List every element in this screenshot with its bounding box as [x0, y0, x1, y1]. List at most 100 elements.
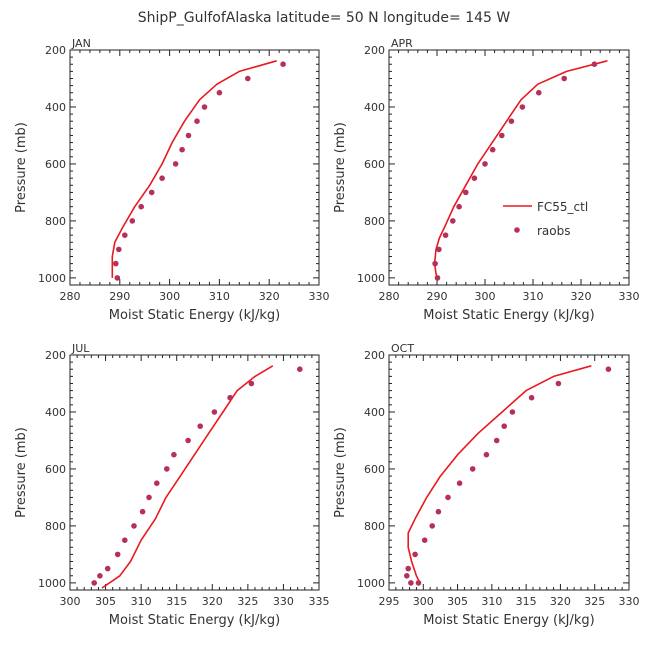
raob-point: [116, 246, 122, 253]
raob-point: [216, 89, 223, 96]
raob-point: [591, 61, 598, 67]
raob-point: [129, 218, 136, 224]
raob-point: [450, 218, 456, 224]
x-tick-label: 330: [273, 595, 294, 608]
panel-label: JUL: [71, 342, 90, 355]
raob-point: [483, 451, 490, 458]
raob-point: [432, 260, 438, 267]
raob-point: [482, 161, 488, 167]
raob-point: [91, 580, 97, 586]
raob-point: [172, 161, 179, 167]
y-axis-label: Pressure (mb): [14, 427, 29, 518]
y-tick-label: 400: [364, 406, 385, 419]
x-tick-label: 295: [379, 595, 400, 608]
y-axis-label: Pressure (mb): [333, 427, 348, 518]
x-tick-label: 330: [309, 290, 330, 303]
raob-point: [519, 104, 526, 110]
raob-point: [415, 580, 422, 586]
raob-point: [442, 232, 449, 238]
raob-point: [171, 451, 177, 458]
x-tick-label: 290: [427, 290, 448, 303]
x-tick-label: 325: [237, 595, 258, 608]
raob-point: [131, 523, 137, 529]
raob-point: [201, 104, 208, 110]
raob-point: [456, 480, 463, 487]
raob-point: [146, 494, 152, 501]
y-tick-label: 200: [364, 349, 385, 362]
raob-point: [456, 203, 462, 210]
panel-label: JAN: [71, 37, 91, 50]
legend-model-label: FC55_ctl: [537, 200, 588, 214]
x-tick-label: 305: [95, 595, 116, 608]
raob-point: [421, 537, 428, 543]
y-tick-label: 600: [45, 158, 66, 171]
panel-label: OCT: [391, 342, 414, 355]
raob-point: [211, 409, 218, 415]
raob-point: [122, 537, 128, 543]
panel-oct: 295 300 305 310 315 320 325 330 200 400 600 800 1000…: [333, 342, 640, 628]
x-tick-label: 320: [550, 595, 571, 608]
y-tick-label: 800: [45, 215, 66, 228]
x-tick-label: 280: [379, 290, 400, 303]
x-tick-label: 310: [209, 290, 230, 303]
raob-point: [114, 275, 121, 281]
raob-point: [405, 565, 412, 572]
raob-point: [463, 189, 469, 196]
raob-point: [104, 565, 111, 572]
x-tick-label: 300: [475, 290, 496, 303]
y-tick-label: 600: [45, 463, 66, 476]
panel-label: APR: [391, 37, 413, 50]
raob-point: [227, 394, 233, 401]
model-profile-line: [433, 60, 608, 279]
raob-point: [489, 146, 496, 153]
y-axis-label: Pressure (mb): [14, 122, 29, 213]
raob-point: [605, 366, 612, 373]
raob-point: [138, 203, 144, 210]
raob-point: [508, 118, 515, 124]
x-axis-label: Moist Static Energy (kJ/kg): [109, 308, 280, 323]
raob-point: [154, 480, 160, 487]
raob-point: [469, 466, 476, 472]
x-axis-label: Moist Static Energy (kJ/kg): [109, 613, 280, 628]
raob-point: [471, 175, 478, 181]
y-axis-label: Pressure (mb): [333, 122, 348, 213]
raob-point: [248, 380, 255, 387]
x-tick-label: 310: [131, 595, 152, 608]
y-tick-label: 800: [364, 520, 385, 533]
plot-frame: [388, 49, 630, 286]
raob-point: [148, 189, 155, 196]
y-tick-label: 400: [45, 101, 66, 114]
x-tick-label: 290: [109, 290, 130, 303]
x-tick-label: 310: [481, 595, 502, 608]
raob-point: [445, 494, 451, 501]
x-tick-label: 300: [60, 595, 81, 608]
plot-frame: [69, 354, 320, 591]
x-axis-label: Moist Static Energy (kJ/kg): [423, 308, 594, 323]
x-tick-label: 330: [619, 290, 640, 303]
y-tick-label: 600: [364, 463, 385, 476]
raob-point: [114, 551, 121, 558]
x-tick-label: 305: [447, 595, 468, 608]
raob-point: [536, 89, 542, 96]
y-tick-label: 600: [364, 158, 385, 171]
raob-point: [408, 580, 414, 586]
y-tick-label: 400: [45, 406, 66, 419]
raob-point: [528, 394, 535, 401]
plot-frame: [388, 354, 630, 591]
x-tick-label: 280: [60, 290, 81, 303]
raob-point: [434, 275, 441, 281]
raob-point: [555, 380, 562, 387]
raob-point: [280, 61, 286, 67]
raob-point: [297, 366, 303, 373]
y-tick-label: 1000: [357, 577, 385, 590]
x-tick-label: 335: [309, 595, 330, 608]
x-tick-label: 320: [571, 290, 592, 303]
model-profile-line: [101, 365, 274, 589]
raob-point: [436, 246, 442, 253]
x-tick-label: 300: [413, 595, 434, 608]
plot-frame: [69, 49, 320, 286]
panel-jan: 280 290 300 310 320 330 200 400 600 800 1000 JAN Moi…: [14, 37, 330, 323]
raob-point: [97, 573, 103, 579]
raob-point: [179, 146, 185, 153]
